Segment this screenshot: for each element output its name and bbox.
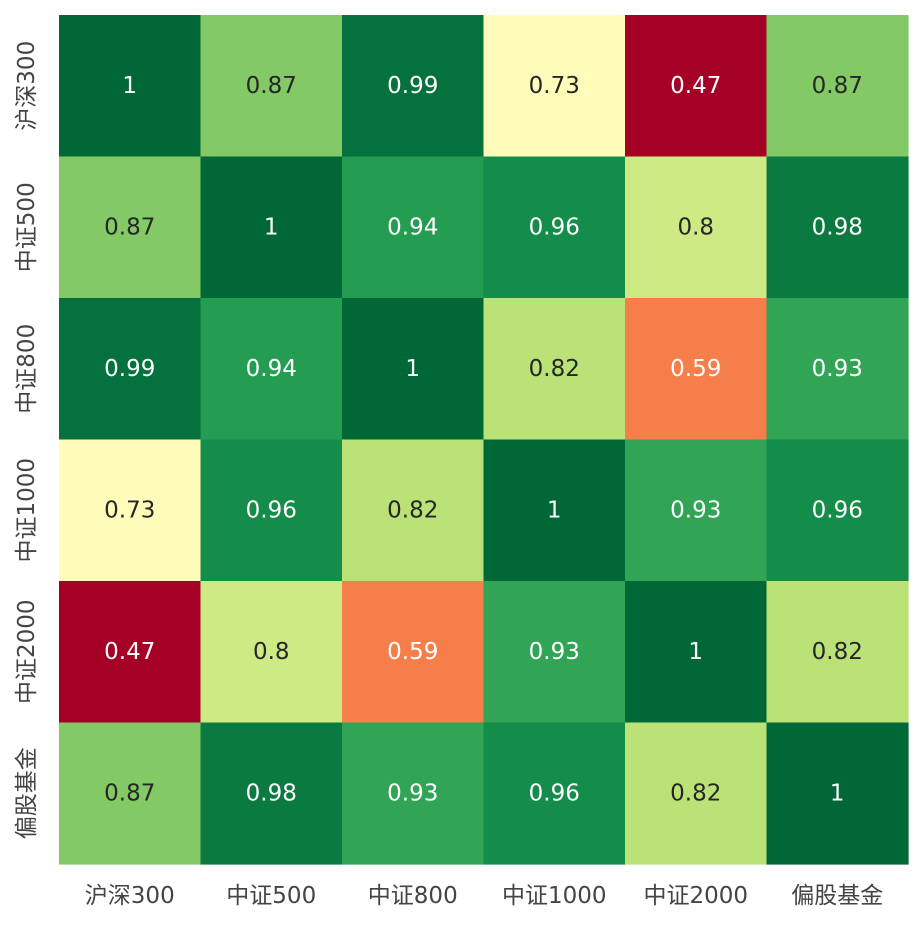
heatmap-cell-r0-c1	[200, 15, 343, 158]
heatmap-cell-r5-c5	[766, 722, 909, 865]
cell-value-label: 0.87	[246, 73, 297, 99]
heatmap-cell-r1-c1	[200, 156, 343, 299]
heatmap-cell-r4-c2	[342, 581, 485, 724]
heatmap-cell-r1-c5	[766, 156, 909, 299]
heatmap-cell-r3-c3	[483, 439, 626, 582]
heatmap-cell-r2-c1	[200, 298, 343, 441]
cell-value-label: 0.93	[529, 639, 580, 665]
heatmap-cell-r1-c2	[342, 156, 485, 299]
cell-value-label: 0.59	[387, 639, 438, 665]
y-tick-label: 偏股基金	[14, 747, 40, 839]
cell-value-label: 0.73	[104, 497, 155, 523]
cell-value-label: 0.87	[104, 780, 155, 806]
y-axis-tick-labels: 沪深300 中证500 中证800 中证1000 中证2000 偏股基金	[14, 41, 40, 839]
heatmap-cell-r5-c1	[200, 722, 343, 865]
cell-value-label: 0.73	[529, 73, 580, 99]
heatmap-cell-r4-c1	[200, 581, 343, 724]
heatmap-cell-r0-c5	[766, 15, 909, 158]
y-tick-label: 中证500	[14, 182, 40, 272]
y-tick-label: 中证2000	[14, 599, 40, 704]
cell-value-label: 0.99	[387, 73, 438, 99]
cell-value-label: 1	[122, 73, 137, 99]
heatmap-cells	[59, 15, 909, 865]
cell-value-label: 0.98	[812, 214, 863, 240]
cell-value-label: 0.93	[812, 356, 863, 382]
cell-value-label: 0.94	[387, 214, 438, 240]
heatmap-cell-r1-c4	[625, 156, 768, 299]
cell-value-label: 0.93	[387, 780, 438, 806]
cell-value-label: 0.87	[104, 214, 155, 240]
heatmap-cell-r5-c0	[59, 722, 202, 865]
heatmap-cell-r2-c3	[483, 298, 626, 441]
y-tick-label: 中证800	[14, 324, 40, 414]
heatmap-cell-r2-c5	[766, 298, 909, 441]
heatmap-cell-r4-c3	[483, 581, 626, 724]
heatmap-cell-r5-c4	[625, 722, 768, 865]
heatmap-cell-r2-c4	[625, 298, 768, 441]
cell-value-label: 0.82	[670, 780, 721, 806]
heatmap-cell-r0-c2	[342, 15, 485, 158]
cell-value-label: 0.99	[104, 356, 155, 382]
heatmap-cell-r3-c4	[625, 439, 768, 582]
cell-value-label: 0.82	[387, 497, 438, 523]
cell-value-label: 0.96	[529, 214, 580, 240]
x-tick-label: 中证800	[368, 883, 458, 909]
cell-value-label: 0.82	[812, 639, 863, 665]
heatmap-cell-r4-c0	[59, 581, 202, 724]
x-tick-label: 沪深300	[85, 883, 175, 909]
cell-value-label: 0.47	[670, 73, 721, 99]
cell-value-label: 0.94	[246, 356, 297, 382]
cell-value-label: 1	[405, 356, 420, 382]
heatmap-cell-r0-c0	[59, 15, 202, 158]
heatmap-cell-r3-c5	[766, 439, 909, 582]
x-tick-label: 中证2000	[643, 883, 748, 909]
heatmap-cell-r1-c0	[59, 156, 202, 299]
heatmap-cell-r2-c2	[342, 298, 485, 441]
heatmap-cell-r0-c4	[625, 15, 768, 158]
heatmap-cell-r3-c0	[59, 439, 202, 582]
cell-value-label: 1	[264, 214, 279, 240]
x-tick-label: 中证500	[226, 883, 316, 909]
cell-value-label: 1	[547, 497, 562, 523]
x-tick-label: 偏股基金	[791, 883, 883, 909]
heatmap-cell-r4-c4	[625, 581, 768, 724]
cell-value-label: 0.93	[670, 497, 721, 523]
cell-value-label: 1	[688, 639, 703, 665]
cell-value-label: 0.96	[529, 780, 580, 806]
cell-value-labels: 1 0.87 0.99 0.73 0.47 0.87 0.87 1 0.94 0.96 0.8 0.9…	[104, 73, 863, 807]
cell-value-label: 0.87	[812, 73, 863, 99]
y-tick-label: 中证1000	[14, 458, 40, 563]
cell-value-label: 0.59	[670, 356, 721, 382]
cell-value-label: 0.82	[529, 356, 580, 382]
heatmap-cell-r5-c3	[483, 722, 626, 865]
heatmap-cell-r3-c1	[200, 439, 343, 582]
heatmap-cell-r0-c3	[483, 15, 626, 158]
cell-value-label: 0.47	[104, 639, 155, 665]
cell-value-label: 0.96	[812, 497, 863, 523]
x-tick-label: 中证1000	[502, 883, 607, 909]
cell-value-label: 0.8	[253, 639, 290, 665]
cell-value-label: 1	[830, 780, 845, 806]
heatmap-cell-r2-c0	[59, 298, 202, 441]
cell-value-label: 0.96	[246, 497, 297, 523]
heatmap-cell-r1-c3	[483, 156, 626, 299]
heatmap-cell-r5-c2	[342, 722, 485, 865]
y-tick-label: 沪深300	[14, 41, 40, 131]
x-axis-tick-labels: 沪深300 中证500 中证800 中证1000 中证2000 偏股基金	[85, 883, 883, 909]
cell-value-label: 0.8	[677, 214, 714, 240]
heatmap-cell-r3-c2	[342, 439, 485, 582]
cell-value-label: 0.98	[246, 780, 297, 806]
heatmap-cell-r4-c5	[766, 581, 909, 724]
